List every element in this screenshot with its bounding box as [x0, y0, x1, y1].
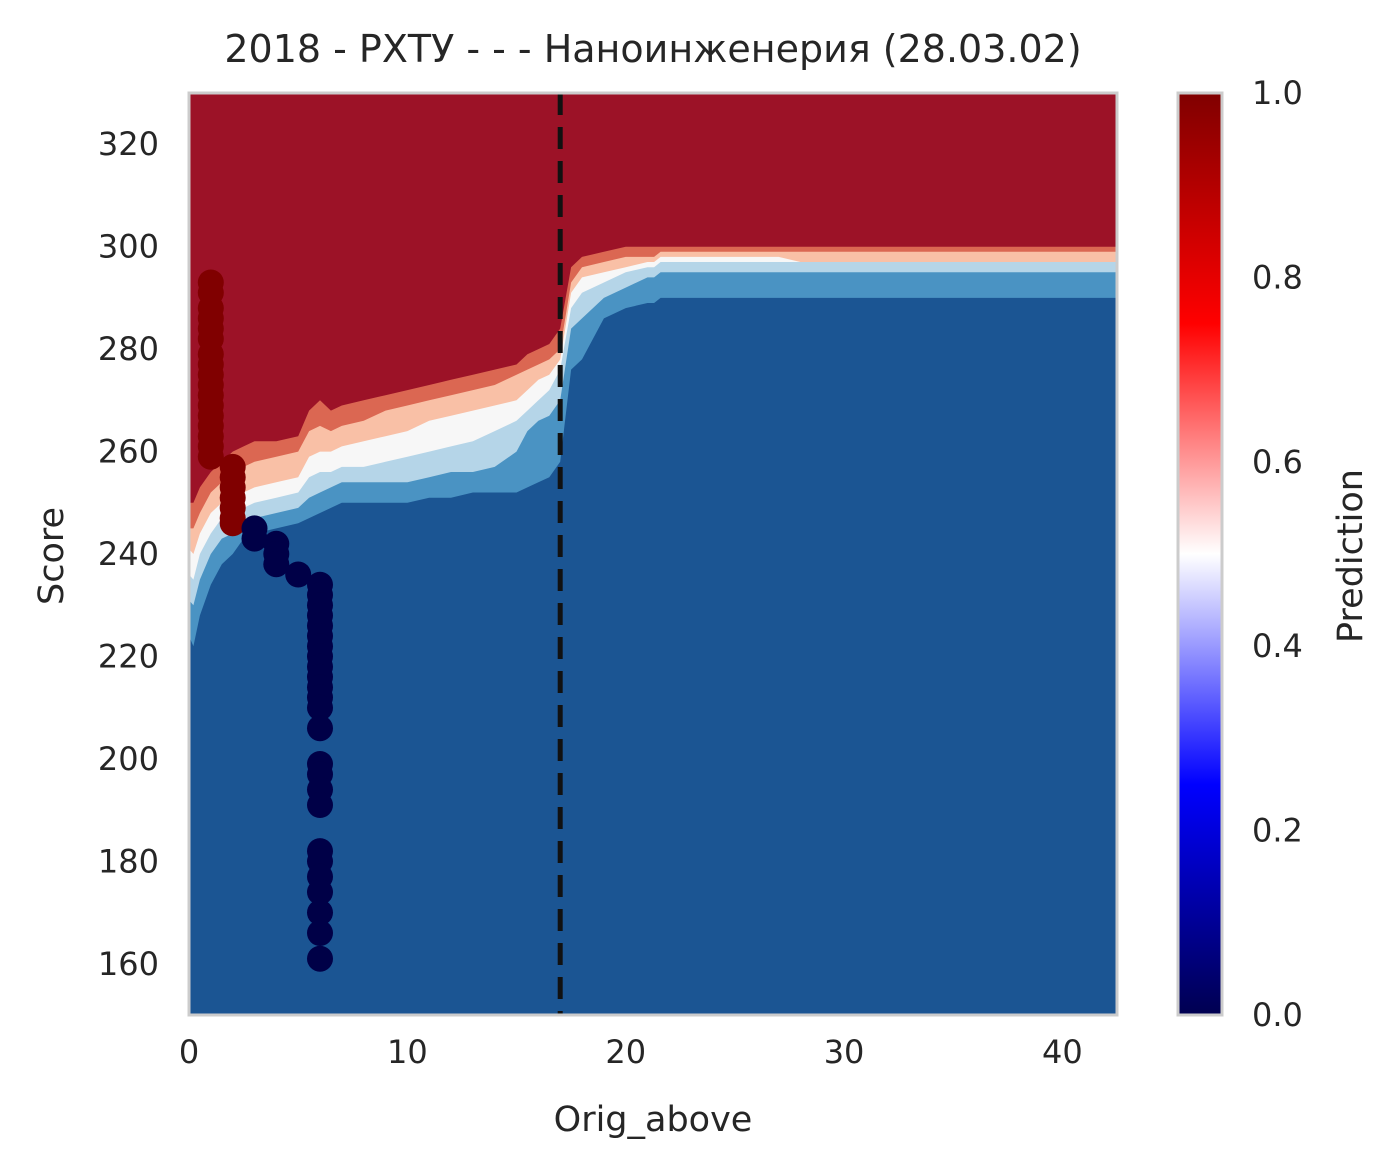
y-tick-label: 200 — [98, 740, 159, 778]
scatter-point — [307, 945, 333, 972]
colorbar-label: Prediction — [1331, 469, 1371, 643]
scatter-point — [307, 694, 333, 721]
y-tick-label: 300 — [98, 228, 159, 266]
colorbar-tick-label: 0.8 — [1252, 258, 1303, 296]
scatter-point — [307, 792, 333, 818]
chart-title: 2018 - РХТУ - - - Наноинженерия (28.03.0… — [224, 27, 1081, 71]
scatter-point — [285, 561, 312, 588]
scatter-point — [307, 899, 333, 926]
y-tick-label: 260 — [98, 433, 159, 471]
y-axis-ticks: 160 180 200 220 240 260 280 300 320 — [98, 125, 159, 983]
colorbar-tick-label: 1.0 — [1252, 74, 1303, 112]
x-axis-ticks: 0 10 20 30 40 — [179, 1033, 1083, 1071]
y-tick-label: 240 — [98, 535, 159, 573]
y-tick-label: 180 — [98, 842, 159, 880]
colorbar-tick-label: 0.4 — [1252, 627, 1303, 665]
x-axis-label: Orig_above — [554, 1100, 753, 1140]
x-tick-label: 0 — [179, 1033, 199, 1071]
colorbar-tick-label: 0.2 — [1252, 812, 1303, 850]
y-tick-label: 160 — [98, 945, 159, 983]
scatter-point — [307, 715, 333, 742]
colorbar-tick-label: 0.6 — [1252, 443, 1303, 481]
colorbar-ticks: 0.0 0.2 0.4 0.6 0.8 1.0 — [1252, 74, 1303, 1034]
colorbar-tick-label: 0.0 — [1252, 996, 1303, 1034]
y-tick-label: 320 — [98, 125, 159, 163]
colorbar — [1176, 91, 1224, 1017]
y-tick-label: 280 — [98, 330, 159, 368]
scatter-point — [307, 879, 333, 906]
plot-frame — [187, 91, 1119, 1017]
scatter-point — [307, 920, 333, 946]
x-tick-label: 20 — [605, 1033, 646, 1071]
contour-layer — [189, 93, 1117, 647]
x-tick-label: 10 — [387, 1033, 428, 1071]
x-tick-label: 40 — [1042, 1033, 1083, 1071]
contour-band-6 — [189, 93, 1117, 503]
x-tick-label: 30 — [824, 1033, 865, 1071]
y-axis-label: Score — [32, 507, 72, 605]
scatter-point — [241, 525, 268, 552]
scatter-point — [219, 510, 246, 537]
scatter-layer — [197, 269, 333, 972]
y-tick-label: 220 — [98, 637, 159, 675]
scatter-point — [197, 443, 224, 470]
scatter-point — [263, 551, 290, 578]
